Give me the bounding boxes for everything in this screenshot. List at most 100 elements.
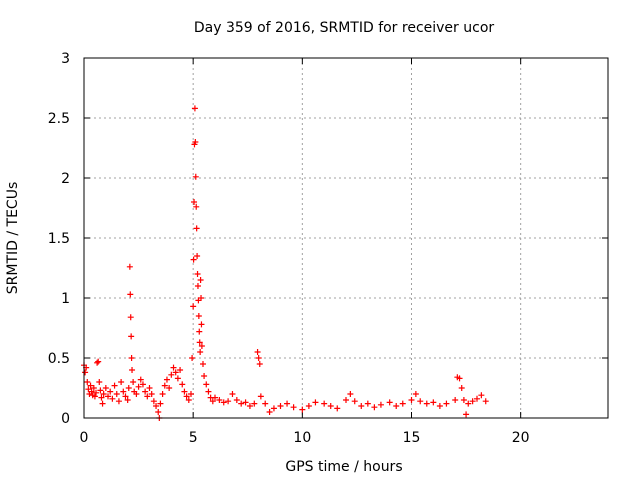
data-point <box>107 388 114 395</box>
data-point <box>469 398 476 405</box>
data-point <box>194 271 201 277</box>
data-point <box>153 403 160 409</box>
data-point <box>262 400 269 407</box>
data-point <box>168 371 175 378</box>
data-point <box>465 400 472 407</box>
data-point <box>185 397 192 403</box>
data-point <box>255 355 262 361</box>
data-point <box>130 379 137 385</box>
data-point <box>327 403 334 409</box>
data-point <box>270 405 277 412</box>
data-point <box>137 376 144 383</box>
data-point <box>139 381 146 388</box>
data-point <box>179 381 186 388</box>
data-point <box>91 393 98 400</box>
data-point <box>170 364 177 371</box>
data-point <box>408 397 415 403</box>
data-point <box>192 139 199 145</box>
data-point <box>150 398 157 405</box>
grid <box>84 58 608 418</box>
data-point <box>197 349 204 355</box>
data-point <box>95 358 102 365</box>
data-point <box>118 379 125 385</box>
data-point <box>290 404 297 411</box>
tick-labels: 0 5 10 15 20 0 0.5 1 1.5 2 2.5 3 <box>48 51 530 446</box>
x-tick-label: 10 <box>293 430 311 446</box>
data-point <box>177 367 184 373</box>
data-point <box>225 398 232 405</box>
data-point <box>191 199 198 205</box>
data-point <box>201 373 208 379</box>
data-point <box>113 391 120 397</box>
data-point <box>256 361 263 367</box>
data-point <box>100 391 107 397</box>
data-point <box>133 391 140 397</box>
data-point <box>482 398 489 405</box>
data-point <box>393 403 400 409</box>
data-point <box>166 385 173 391</box>
data-point <box>127 314 134 321</box>
data-point <box>125 385 132 391</box>
data-point <box>144 393 151 400</box>
data-point <box>128 355 135 361</box>
data-point <box>266 409 273 415</box>
data-point <box>386 399 393 406</box>
data-point <box>358 403 365 409</box>
data-point <box>82 369 89 376</box>
data-point <box>233 397 240 403</box>
data-point <box>198 321 205 328</box>
data-point <box>127 291 134 298</box>
data-point <box>196 328 203 335</box>
data-point <box>452 397 459 403</box>
data-point <box>246 403 253 409</box>
data-point <box>216 397 223 403</box>
data-point <box>199 361 206 367</box>
data-point <box>109 395 116 402</box>
data-point <box>193 203 200 210</box>
data-point <box>193 225 200 232</box>
data-point <box>174 375 181 382</box>
data-point <box>212 394 218 401</box>
data-point <box>191 105 198 112</box>
data-point <box>194 253 201 259</box>
data-point <box>412 391 419 397</box>
data-point <box>115 398 122 405</box>
data-point <box>343 397 349 403</box>
data-point <box>417 398 424 405</box>
data-point <box>161 382 168 389</box>
data-point <box>96 379 103 385</box>
data-points <box>81 105 489 421</box>
data-point <box>135 383 142 390</box>
data-point <box>163 376 170 383</box>
data-point <box>371 404 378 411</box>
data-point <box>284 400 291 407</box>
x-axis-label: GPS time / hours <box>285 459 402 475</box>
x-tick-label: 5 <box>189 430 198 446</box>
data-point <box>305 403 312 409</box>
data-point <box>192 173 199 180</box>
data-point <box>399 400 406 407</box>
data-point <box>98 394 105 401</box>
data-point <box>203 381 210 388</box>
data-point <box>312 399 319 406</box>
plot-border <box>83 57 609 419</box>
data-point <box>377 401 384 408</box>
x-tick-label: 0 <box>80 430 89 446</box>
data-point <box>198 295 205 301</box>
y-tick-label: 2.5 <box>48 111 70 127</box>
y-tick-label: 3 <box>61 51 70 67</box>
data-point <box>146 385 153 391</box>
data-point <box>458 385 465 391</box>
data-point <box>251 400 258 407</box>
data-point <box>242 399 249 406</box>
data-point <box>351 398 358 405</box>
data-point <box>93 389 100 396</box>
data-point <box>128 333 135 340</box>
data-point <box>196 339 203 346</box>
data-point <box>194 283 201 289</box>
chart-title: Day 359 of 2016, SRMTID for receiver uco… <box>194 20 495 36</box>
data-point <box>97 387 104 394</box>
data-point <box>105 393 112 400</box>
